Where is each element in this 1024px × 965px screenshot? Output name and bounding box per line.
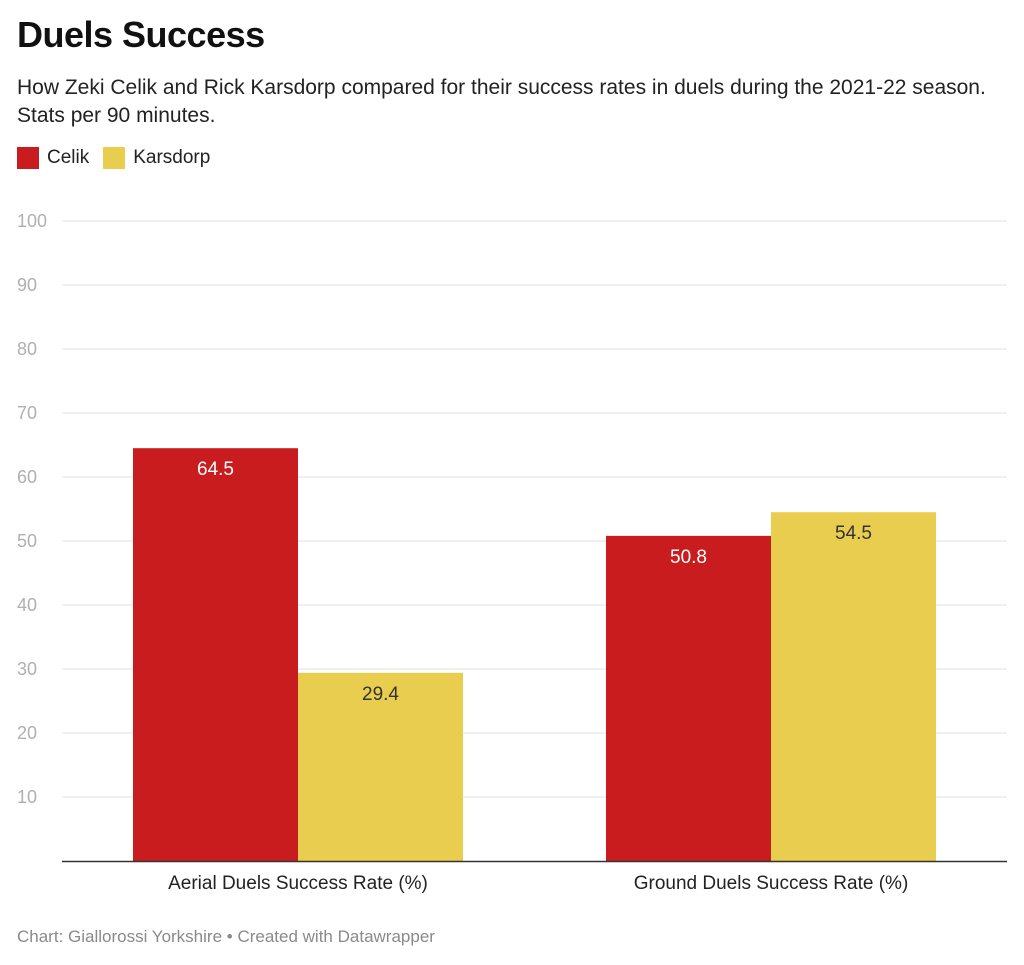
bar-karsdorp-2 (771, 512, 936, 861)
legend-item-celik: Celik (17, 147, 89, 169)
y-tick-label-70: 70 (17, 403, 37, 423)
y-tick-label-60: 60 (17, 467, 37, 487)
x-category-label-1: Aerial Duels Success Rate (%) (168, 873, 428, 894)
legend: Celik Karsdorp (17, 147, 224, 169)
y-tick-label-20: 20 (17, 723, 37, 743)
y-tick-label-80: 80 (17, 339, 37, 359)
chart-subtitle: How Zeki Celik and Rick Karsdorp compare… (17, 76, 986, 127)
y-tick-label-30: 30 (17, 659, 37, 679)
footer-credit: Created with Datawrapper (237, 927, 435, 946)
value-label-celik-1: 64.5 (197, 459, 234, 480)
bar-karsdorp-1 (298, 672, 463, 861)
x-category-label-2: Ground Duels Success Rate (%) (634, 873, 909, 894)
y-tick-label-100: 100 (17, 211, 47, 231)
value-label-karsdorp-2: 54.5 (835, 523, 872, 544)
legend-item-karsdorp: Karsdorp (103, 147, 210, 169)
footer-separator: • (226, 927, 233, 946)
bar-celik-1 (133, 448, 298, 861)
value-label-celik-2: 50.8 (670, 547, 707, 568)
y-tick-label-10: 10 (17, 787, 37, 807)
chart-footer: Chart: Giallorossi Yorkshire • Created w… (17, 927, 435, 947)
value-label-karsdorp-1: 29.4 (362, 684, 399, 705)
y-tick-label-50: 50 (17, 531, 37, 551)
legend-label-celik: Celik (47, 147, 90, 168)
y-tick-label-40: 40 (17, 595, 37, 615)
y-tick-label-90: 90 (17, 275, 37, 295)
footer-source: Chart: Giallorossi Yorkshire (17, 927, 223, 946)
legend-label-karsdorp: Karsdorp (133, 147, 211, 168)
chart-title: Duels Success (17, 14, 265, 55)
legend-swatch-celik (17, 147, 39, 169)
bar-celik-2 (606, 535, 771, 861)
legend-swatch-karsdorp (103, 147, 126, 169)
